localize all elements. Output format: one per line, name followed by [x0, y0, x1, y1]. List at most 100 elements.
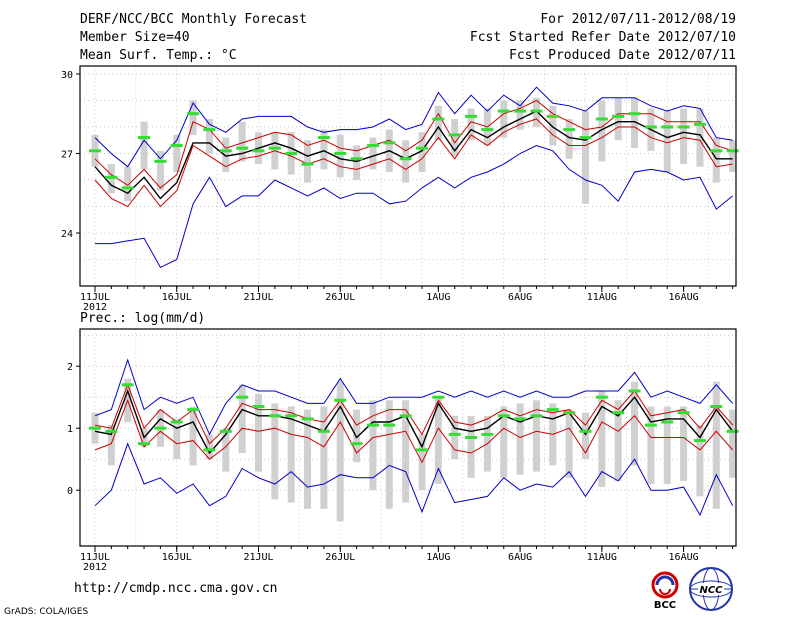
median-marker: [726, 149, 739, 153]
panel-1: 24 27 30 11JUL 16JUL 21JUL 26JUL 1AUG 6AUG 11AUG 1…: [61, 65, 739, 313]
spread-box: [287, 406, 295, 503]
x-tick-label: 26JUL: [325, 292, 355, 303]
x-tick-label: 16AUG: [669, 552, 699, 563]
median-marker: [121, 383, 134, 387]
median-marker: [317, 136, 330, 140]
spread-lower-line: [94, 118, 733, 208]
spread-box: [680, 406, 688, 481]
median-marker: [465, 114, 478, 118]
x-tick-label: 26JUL: [325, 552, 355, 563]
median-marker: [285, 414, 298, 418]
x-tick-label: 16JUL: [162, 292, 192, 303]
median-marker: [628, 389, 641, 393]
spread-box: [516, 100, 524, 130]
spread-box: [173, 134, 181, 173]
plot-frame: [79, 65, 737, 287]
median-marker: [89, 426, 101, 430]
spread-box: [565, 119, 573, 159]
median-marker: [612, 114, 625, 118]
median-marker: [187, 408, 200, 412]
spread-box: [140, 121, 148, 170]
spread-box: [353, 145, 361, 180]
median-marker: [334, 151, 347, 155]
spread-box: [434, 397, 442, 484]
spread-box: [271, 403, 279, 500]
spread-box: [222, 428, 230, 472]
spread-box: [712, 381, 720, 509]
median-marker: [628, 112, 641, 116]
spread-box: [598, 391, 606, 488]
spread-box: [385, 400, 393, 509]
x-tick-label: 6AUG: [508, 552, 532, 563]
median-marker: [497, 414, 510, 418]
x-tick-label: 11JUL: [80, 552, 110, 563]
median-marker: [105, 429, 118, 433]
median-marker: [481, 432, 494, 436]
median-marker: [661, 420, 674, 424]
spread-box: [369, 400, 377, 491]
spread-box: [369, 137, 377, 170]
spread-box: [663, 406, 671, 484]
max-line: [94, 358, 734, 436]
median-marker: [416, 448, 428, 452]
spread-box: [336, 134, 344, 178]
spread-box: [320, 129, 328, 170]
median-marker: [366, 423, 379, 427]
started-refer-date-label: Fcst Started Refer Date 2012/07/10: [469, 30, 736, 45]
median-marker: [595, 117, 608, 121]
spread-box: [467, 108, 475, 141]
median-marker: [219, 429, 232, 433]
panel-2: 0 1 2 11JUL 16JUL 21JUL 26JUL 1AUG 6AUG 11AUG 16AU…: [67, 328, 739, 573]
median-marker: [105, 175, 118, 179]
median-marker: [465, 436, 478, 439]
spread-box: [402, 400, 410, 503]
median-marker: [121, 186, 134, 190]
median-marker: [595, 395, 608, 399]
variable-label: Mean Surf. Temp.: °C: [80, 48, 237, 63]
spread-box: [336, 381, 344, 522]
median-marker: [644, 125, 657, 129]
median-marker: [416, 146, 428, 150]
median-marker: [89, 149, 101, 153]
median-marker: [187, 112, 200, 116]
spread-box: [614, 400, 622, 481]
median-marker: [399, 414, 412, 418]
median-marker: [530, 109, 543, 113]
spread-box: [418, 132, 426, 173]
median-marker: [138, 136, 151, 140]
median-marker: [399, 157, 412, 161]
spread-box: [565, 409, 573, 478]
median-marker: [366, 144, 379, 148]
spread-box: [173, 418, 181, 460]
spread-box: [320, 406, 328, 509]
spread-box: [647, 406, 655, 484]
spread-box: [205, 119, 213, 154]
median-marker: [579, 429, 592, 433]
median-marker: [448, 133, 461, 137]
spread-box: [222, 137, 230, 173]
median-marker: [203, 128, 216, 132]
spread-box: [402, 140, 410, 183]
spread-box: [696, 425, 704, 497]
spread-upper-line: [94, 383, 734, 445]
spread-box: [107, 425, 115, 466]
median-marker: [203, 448, 216, 452]
x-tick-label: 1AUG: [426, 292, 450, 303]
median-marker: [710, 149, 723, 153]
spread-box: [189, 100, 197, 135]
chart-title: DERF/NCC/BCC Monthly Forecast: [80, 12, 307, 27]
spread-box: [598, 100, 606, 162]
median-marker: [579, 136, 592, 140]
median-marker: [563, 128, 576, 132]
spread-box: [189, 406, 197, 466]
median-marker: [677, 125, 690, 129]
spread-box: [156, 150, 164, 191]
source-url[interactable]: http://cmdp.ncc.cma.gov.cn: [74, 581, 278, 596]
ensemble-mean-line: [94, 110, 733, 200]
x-tick-label: 16AUG: [669, 292, 699, 303]
x-tick-label: 21JUL: [243, 552, 273, 563]
spread-box: [434, 105, 442, 141]
median-marker: [546, 408, 559, 412]
x-tick-label: 1AUG: [426, 552, 450, 563]
spread-box: [532, 400, 540, 472]
